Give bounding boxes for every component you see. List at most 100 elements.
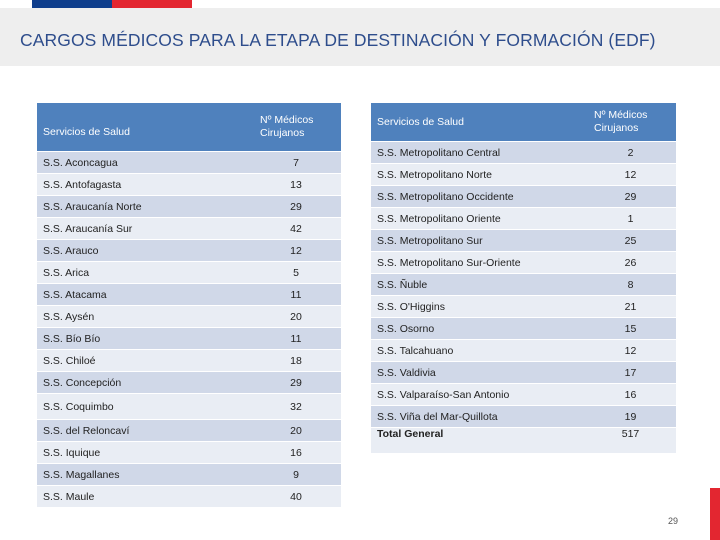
service-name-cell: S.S. Chiloé [37, 349, 251, 372]
header-medicos: Nº Médicos Cirujanos [251, 103, 341, 152]
table-row: S.S. Viña del Mar-Quillota 19 [371, 405, 676, 428]
header-band [0, 8, 720, 66]
medicos-count-cell: 29 [585, 185, 676, 208]
service-name-cell: S.S. Arauco [37, 239, 251, 262]
service-name-cell: S.S. Maule [37, 485, 251, 508]
table-row: S.S. O'Higgins 21 [371, 295, 676, 318]
table-row: S.S. Metropolitano Sur 25 [371, 229, 676, 252]
medicos-count-cell: 16 [585, 383, 676, 406]
medicos-count-cell: 17 [585, 361, 676, 384]
header-servicios: Servicios de Salud [371, 103, 585, 142]
total-label-cell: Total General [371, 427, 585, 454]
medicos-count-cell: 25 [585, 229, 676, 252]
service-name-cell: S.S. Metropolitano Sur [371, 229, 585, 252]
medicos-count-cell: 21 [585, 295, 676, 318]
service-name-cell: S.S. Aysén [37, 305, 251, 328]
medicos-count-cell: 32 [251, 393, 341, 420]
table-row: S.S. Antofagasta 13 [37, 173, 341, 196]
table-row: S.S. Maule 40 [37, 485, 341, 508]
service-name-cell: S.S. Antofagasta [37, 173, 251, 196]
service-name-cell: S.S. Talcahuano [371, 339, 585, 362]
medicos-count-cell: 8 [585, 273, 676, 296]
service-name-cell: S.S. Metropolitano Oriente [371, 207, 585, 230]
medicos-count-cell: 12 [585, 339, 676, 362]
header-servicios: Servicios de Salud [37, 103, 251, 152]
table-row: S.S. Metropolitano Sur-Oriente 26 [371, 251, 676, 274]
table-row: S.S. Metropolitano Central 2 [371, 141, 676, 164]
medicos-count-cell: 29 [251, 371, 341, 394]
corner-red-bar [710, 488, 720, 540]
service-name-cell: S.S. Araucanía Sur [37, 217, 251, 240]
table-row: S.S. Araucanía Sur 42 [37, 217, 341, 240]
total-row: Total General 517 [371, 427, 676, 454]
service-name-cell: S.S. Metropolitano Central [371, 141, 585, 164]
table-row: S.S. Osorno 15 [371, 317, 676, 340]
medicos-count-cell: 42 [251, 217, 341, 240]
table-row: S.S. Chiloé 18 [37, 349, 341, 372]
medicos-count-cell: 18 [251, 349, 341, 372]
table-row: S.S. Coquimbo 32 [37, 393, 341, 420]
table-row: S.S. Atacama 11 [37, 283, 341, 306]
medicos-count-cell: 9 [251, 463, 341, 486]
medicos-count-cell: 1 [585, 207, 676, 230]
table-row: S.S. Arica 5 [37, 261, 341, 284]
right-medical-table: Servicios de Salud Nº Médicos Cirujanos … [371, 103, 676, 454]
service-name-cell: S.S. Valdivia [371, 361, 585, 384]
table-row: S.S. Valdivia 17 [371, 361, 676, 384]
medicos-count-cell: 29 [251, 195, 341, 218]
service-name-cell: S.S. Metropolitano Occidente [371, 185, 585, 208]
page-number: 29 [668, 516, 679, 526]
service-name-cell: S.S. Metropolitano Sur-Oriente [371, 251, 585, 274]
service-name-cell: S.S. O'Higgins [371, 295, 585, 318]
table-row: S.S. Iquique 16 [37, 441, 341, 464]
service-name-cell: S.S. Metropolitano Norte [371, 163, 585, 186]
table-row: S.S. Magallanes 9 [37, 463, 341, 486]
table-header-row: Servicios de Salud Nº Médicos Cirujanos [37, 103, 341, 152]
medicos-count-cell: 40 [251, 485, 341, 508]
service-name-cell: S.S. del Reloncaví [37, 419, 251, 442]
service-name-cell: S.S. Araucanía Norte [37, 195, 251, 218]
table-row: S.S. Metropolitano Oriente 1 [371, 207, 676, 230]
service-name-cell: S.S. Osorno [371, 317, 585, 340]
service-name-cell: S.S. Viña del Mar-Quillota [371, 405, 585, 428]
medicos-count-cell: 19 [585, 405, 676, 428]
flag-blue-stripe [32, 0, 112, 8]
medicos-count-cell: 11 [251, 327, 341, 350]
left-medical-table: Servicios de Salud Nº Médicos Cirujanos … [37, 103, 341, 508]
service-name-cell: S.S. Iquique [37, 441, 251, 464]
medicos-count-cell: 2 [585, 141, 676, 164]
medicos-count-cell: 26 [585, 251, 676, 274]
service-name-cell: S.S. Magallanes [37, 463, 251, 486]
medicos-count-cell: 5 [251, 261, 341, 284]
service-name-cell: S.S. Arica [37, 261, 251, 284]
service-name-cell: S.S. Concepción [37, 371, 251, 394]
header-medicos: Nº Médicos Cirujanos [585, 103, 676, 142]
service-name-cell: S.S. Valparaíso-San Antonio [371, 383, 585, 406]
table-row: S.S. Talcahuano 12 [371, 339, 676, 362]
table-row: S.S. Bío Bío 11 [37, 327, 341, 350]
table-row: S.S. Araucanía Norte 29 [37, 195, 341, 218]
service-name-cell: S.S. Ñuble [371, 273, 585, 296]
medicos-count-cell: 11 [251, 283, 341, 306]
table-header-row: Servicios de Salud Nº Médicos Cirujanos [371, 103, 676, 142]
page-title: CARGOS MÉDICOS PARA LA ETAPA DE DESTINAC… [20, 30, 656, 50]
medicos-count-cell: 12 [251, 239, 341, 262]
table-row: S.S. Concepción 29 [37, 371, 341, 394]
table-row: S.S. Arauco 12 [37, 239, 341, 262]
table-row: S.S. Metropolitano Occidente 29 [371, 185, 676, 208]
medicos-count-cell: 20 [251, 305, 341, 328]
medicos-count-cell: 7 [251, 151, 341, 174]
table-row: S.S. Valparaíso-San Antonio 16 [371, 383, 676, 406]
medicos-count-cell: 15 [585, 317, 676, 340]
service-name-cell: S.S. Coquimbo [37, 393, 251, 420]
table-row: S.S. del Reloncaví 20 [37, 419, 341, 442]
table-row: S.S. Metropolitano Norte 12 [371, 163, 676, 186]
medicos-count-cell: 12 [585, 163, 676, 186]
medicos-count-cell: 20 [251, 419, 341, 442]
total-value-cell: 517 [585, 427, 676, 454]
service-name-cell: S.S. Aconcagua [37, 151, 251, 174]
table-row: S.S. Aysén 20 [37, 305, 341, 328]
table-row: S.S. Aconcagua 7 [37, 151, 341, 174]
service-name-cell: S.S. Atacama [37, 283, 251, 306]
service-name-cell: S.S. Bío Bío [37, 327, 251, 350]
